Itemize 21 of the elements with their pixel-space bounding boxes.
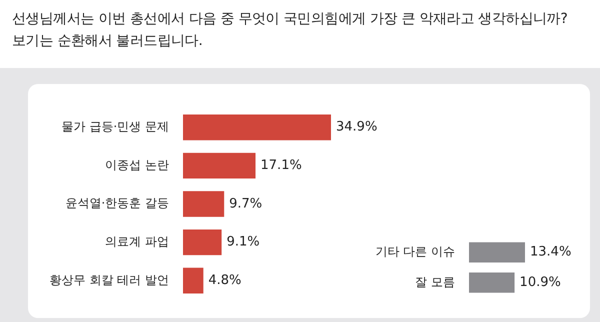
bar bbox=[183, 268, 204, 294]
y-tick-label: 잘 모름 bbox=[415, 274, 455, 289]
data-label: 34.9% bbox=[336, 120, 378, 135]
data-label: 10.9% bbox=[520, 275, 561, 290]
data-label: 13.4% bbox=[530, 244, 572, 260]
y-tick-label: 이종섭 논란 bbox=[105, 158, 169, 172]
chart-subtitle: 보기는 순환해서 불러드립니다. bbox=[12, 32, 204, 51]
data-label: 4.8% bbox=[208, 273, 242, 288]
bar bbox=[183, 191, 224, 217]
y-tick-label: 윤석열·한동훈 갈등 bbox=[65, 196, 169, 210]
y-tick-label: 황상무 회칼 테러 발언 bbox=[50, 272, 169, 287]
bar bbox=[183, 152, 256, 179]
y-tick-label: 의료계 파업 bbox=[105, 234, 169, 248]
bar bbox=[183, 229, 222, 256]
y-tick-label: 기타 다른 이슈 bbox=[375, 244, 455, 258]
data-label: 17.1% bbox=[260, 158, 302, 174]
y-tick-label: 물가 급등·민생 문제 bbox=[62, 119, 169, 134]
bar bbox=[183, 114, 331, 140]
data-label: 9.7% bbox=[229, 196, 262, 212]
chart-title: 선생님께서는 이번 총선에서 다음 중 무엇이 국민의힘에게 가장 큰 악재라고 생각하십니까? bbox=[12, 10, 569, 29]
data-label: 9.1% bbox=[226, 234, 260, 250]
